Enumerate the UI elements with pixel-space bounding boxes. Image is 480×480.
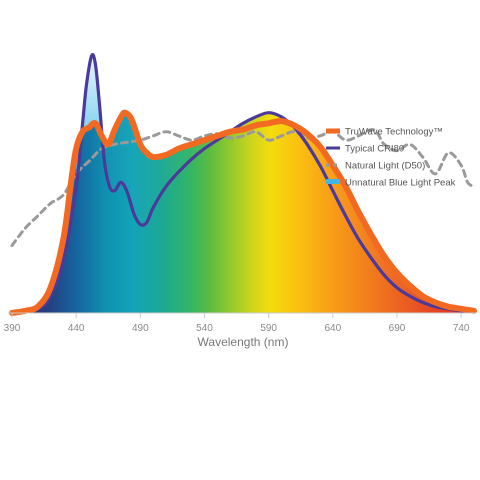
x-tick-label: 390 [4, 323, 21, 334]
spectrum-fill-truwave [12, 112, 474, 313]
unnatural-blue-peak [76, 55, 104, 187]
legend-item: Unnatural Blue Light Peak [326, 178, 456, 189]
legend-item: TruWave Technology™ [326, 127, 443, 138]
legend-label: TruWave Technology™ [345, 127, 443, 138]
x-tick-label: 640 [324, 323, 341, 334]
x-tick-label: 440 [68, 323, 85, 334]
legend-label: Typical CRI80 [345, 144, 404, 155]
x-axis: 390 440 490 540 590 640 690 740 Wavelength (nm) [4, 312, 476, 349]
series-line-truwave [9, 109, 477, 316]
legend-swatch [326, 179, 340, 184]
legend-label: Unnatural Blue Light Peak [345, 178, 456, 189]
series-line-cri80 [11, 52, 475, 315]
legend-label: Natural Light (D50) [345, 161, 425, 172]
legend-item: Natural Light (D50) [326, 161, 425, 172]
x-tick-label: 690 [389, 323, 406, 334]
x-axis-label: Wavelength (nm) [198, 335, 289, 349]
series-line-d50 [10, 128, 476, 247]
plot-area [9, 52, 477, 316]
x-tick-label: 740 [453, 323, 470, 334]
x-tick-label: 540 [196, 323, 213, 334]
legend: TruWave Technology™ Typical CRI80 Natural … [326, 127, 456, 189]
legend-item: Typical CRI80 [326, 144, 404, 155]
x-tick-label: 490 [132, 323, 149, 334]
x-tick-label: 590 [260, 323, 277, 334]
